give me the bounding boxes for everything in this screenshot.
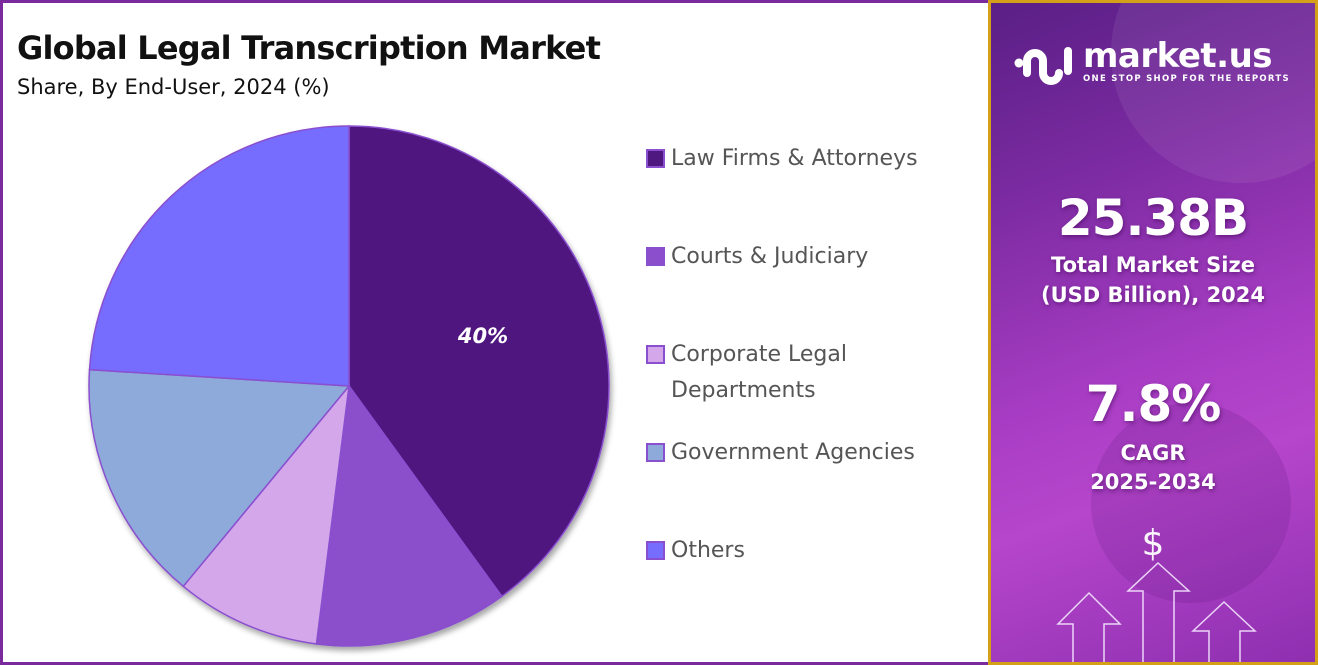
dollar-icon: $: [1142, 523, 1165, 564]
legend-item-law-firms: Law Firms & Attorneys: [646, 141, 971, 177]
legend-item-others: Others: [646, 533, 971, 569]
cagr-period: 2025-2034: [1090, 470, 1216, 494]
legend-label: Courts & Judiciary: [671, 244, 869, 269]
pie-chart: 40%: [83, 121, 623, 661]
legend-item-government: Government Agencies: [646, 435, 971, 471]
market-size-value: 25.38B: [1057, 189, 1249, 247]
legend-label: Corporate Legal Departments: [671, 342, 847, 403]
pie-svg: 40%: [88, 125, 610, 647]
pie-slice-corporate-legal: [182, 383, 351, 645]
cagr-label: CAGR: [1120, 441, 1186, 465]
legend-swatch-law-firms: [646, 149, 665, 168]
legend-item-corporate-legal: Corporate Legal Departments: [646, 337, 881, 409]
pie-slice-law-firms: [348, 125, 610, 598]
chart-title: Global Legal Transcription Market: [17, 29, 601, 67]
legend-swatch-government: [646, 443, 665, 462]
legend-label: Law Firms & Attorneys: [671, 146, 918, 171]
pie-slice-others: [88, 125, 350, 387]
legend-swatch-others: [646, 541, 665, 560]
brand-mark-icon: [1014, 47, 1072, 85]
stats-sidebar: market.us ONE STOP SHOP FOR THE REPORTS …: [988, 0, 1318, 665]
chart-frame: Global Legal Transcription Market Share,…: [0, 0, 988, 665]
legend-swatch-corporate-legal: [646, 345, 665, 364]
pie-slice-government: [88, 368, 351, 588]
brand-tagline: ONE STOP SHOP FOR THE REPORTS: [1083, 74, 1290, 84]
legend-item-courts: Courts & Judiciary: [646, 239, 971, 275]
legend-swatch-courts: [646, 247, 665, 266]
growth-arrows-icon: $: [1056, 523, 1257, 662]
market-us-logo: market.us ONE STOP SHOP FOR THE REPORTS: [1013, 39, 1290, 85]
legend-label: Others: [671, 538, 745, 563]
chart-subtitle: Share, By End-User, 2024 (%): [17, 75, 330, 99]
brand-name: market.us: [1083, 36, 1273, 76]
market-size-label-1: Total Market Size: [1051, 253, 1255, 277]
legend-label: Government Agencies: [671, 440, 915, 465]
pie-slice-courts: [315, 384, 503, 647]
market-size-label-2: (USD Billion), 2024: [1040, 283, 1266, 307]
slice-label-law-firms: 40%: [457, 324, 508, 348]
cagr-value: 7.8%: [1085, 375, 1222, 433]
